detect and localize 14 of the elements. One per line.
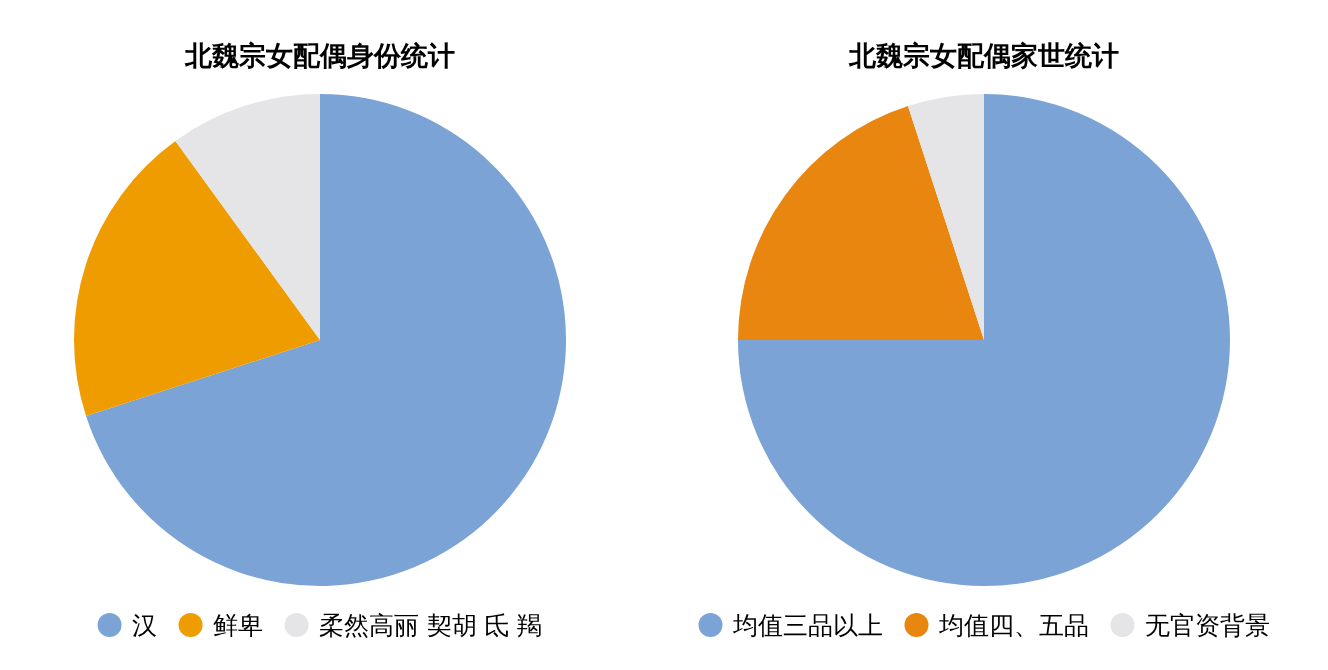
- pie-slice: [907, 94, 984, 340]
- chart-title: 北魏宗女配偶身份统计: [184, 40, 455, 71]
- legend-label: 汉: [131, 611, 157, 640]
- pie-slice: [738, 106, 984, 340]
- pie-slice: [738, 94, 1230, 586]
- pie-slice: [175, 94, 320, 340]
- chart-title: 北魏宗女配偶家世统计: [848, 40, 1119, 71]
- legend-label: 柔然高丽 契胡 氐 羯: [318, 611, 543, 640]
- legend-label: 无官资背景: [1144, 611, 1270, 640]
- legend-label: 均值三品以上: [731, 611, 883, 640]
- legend-label: 均值四、五品: [937, 611, 1089, 640]
- legend-label: 鲜卑: [212, 611, 263, 640]
- pie-slice: [86, 94, 566, 586]
- pie-slice: [74, 140, 320, 417]
